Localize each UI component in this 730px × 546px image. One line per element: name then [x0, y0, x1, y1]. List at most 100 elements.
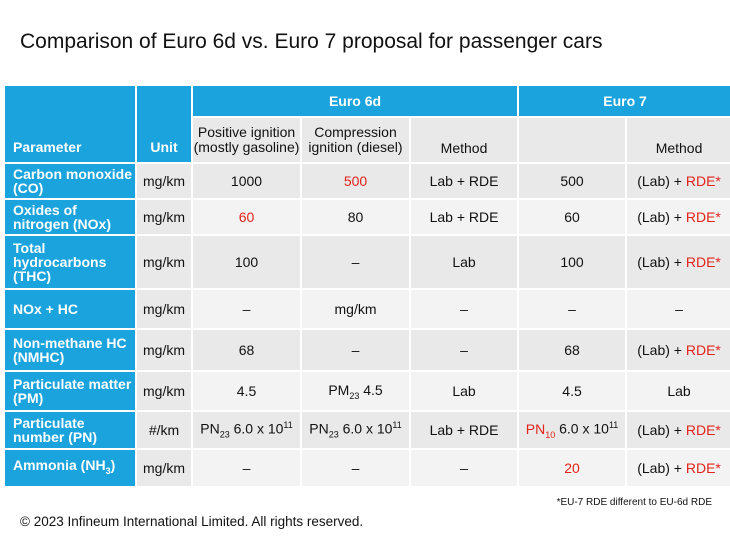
value-euro7: 4.5 — [519, 372, 626, 410]
unit-cell: mg/km — [137, 372, 191, 410]
table-row: Oxides of nitrogen (NOx) mg/km 60 80 Lab… — [5, 200, 730, 234]
ammonia-prefix: Ammonia (NH — [13, 457, 106, 474]
table-row: Ammonia (NH3) mg/km – – – 20 (Lab) + RDE… — [5, 450, 730, 486]
pm-prefix: PM — [328, 381, 350, 398]
pn-subscript: 10 — [545, 429, 556, 440]
param-nmhc: Non-methane HC (NMHC) — [5, 330, 135, 370]
param-co: Carbon monoxide (CO) — [5, 164, 135, 198]
method7-prefix: (Lab) + — [637, 209, 686, 225]
pm-value: 4.5 — [359, 381, 383, 398]
value-ci: PM23 4.5 — [302, 372, 409, 410]
param-pn: Particulate number (PN) — [5, 412, 135, 448]
subheader-positive-ignition: Positive ignition (mostly gasoline) — [193, 118, 300, 162]
header-euro6d: Euro 6d — [193, 86, 518, 116]
value-method7: Lab — [627, 372, 730, 410]
value-method6d: Lab — [411, 372, 518, 410]
method7-prefix: (Lab) + — [637, 254, 686, 270]
param-ammonia: Ammonia (NH3) — [5, 450, 135, 486]
value-ci: 500 — [302, 164, 409, 198]
table-row: Non-methane HC (NMHC) mg/km 68 – – 68 (L… — [5, 330, 730, 370]
pn-exponent: 11 — [392, 420, 402, 431]
value-pi: 68 — [193, 330, 300, 370]
method7-rde: RDE* — [685, 254, 721, 270]
table-row: Carbon monoxide (CO) mg/km 1000 500 Lab … — [5, 164, 730, 198]
pn-value: 6.0 x 10 — [338, 420, 393, 437]
unit-cell: mg/km — [137, 330, 191, 370]
value-method6d: – — [411, 290, 518, 328]
value-method6d: – — [411, 330, 518, 370]
value-method6d: Lab + RDE — [411, 412, 518, 448]
value-ci: 80 — [302, 200, 409, 234]
param-pm: Particulate matter (PM) — [5, 372, 135, 410]
value-pi: – — [193, 290, 300, 328]
param-nox-hc: NOx + HC — [5, 290, 135, 328]
footnote: *EU-7 RDE different to EU-6d RDE — [556, 497, 712, 508]
value-pi: 4.5 — [193, 372, 300, 410]
value-method6d: Lab + RDE — [411, 164, 518, 198]
method7-rde: RDE* — [685, 209, 721, 225]
value-method7: (Lab) + RDE* — [627, 412, 730, 448]
header-euro7: Euro 7 — [519, 86, 730, 116]
method7-rde: RDE* — [685, 173, 721, 189]
value-pi: 100 — [193, 236, 300, 288]
value-method6d: – — [411, 450, 518, 486]
method7-rde: RDE* — [685, 460, 721, 476]
value-euro7: 500 — [519, 164, 626, 198]
value-method7: (Lab) + RDE* — [627, 164, 730, 198]
value-method7: (Lab) + RDE* — [627, 236, 730, 288]
pn-prefix: PN10 — [525, 420, 556, 440]
method7-prefix: (Lab) + — [637, 460, 686, 476]
subheader-method-7: Method — [627, 118, 730, 162]
table-row: Particulate matter (PM) mg/km 4.5 PM23 4… — [5, 372, 730, 410]
method7-rde: RDE* — [685, 422, 721, 438]
unit-cell: mg/km — [137, 450, 191, 486]
value-pi: – — [193, 450, 300, 486]
value-ci: – — [302, 330, 409, 370]
pn-subscript: 23 — [328, 429, 339, 440]
value-method7: (Lab) + RDE* — [627, 200, 730, 234]
table-row: Total hydrocarbons (THC) mg/km 100 – Lab… — [5, 236, 730, 288]
pm-subscript: 23 — [349, 390, 360, 401]
table-row: NOx + HC mg/km – mg/km – – – — [5, 290, 730, 328]
value-ci: mg/km — [302, 290, 409, 328]
subheader-euro7-blank — [519, 118, 626, 162]
value-pi: 60 — [193, 200, 300, 234]
method7-prefix: (Lab) + — [637, 422, 686, 438]
method7-rde: RDE* — [685, 342, 721, 358]
value-ci: PN23 6.0 x 1011 — [302, 412, 409, 448]
param-thc: Total hydrocarbons (THC) — [5, 236, 135, 288]
comparison-table: Parameter Unit Euro 6d Euro 7 Positive i… — [3, 84, 730, 488]
method7-prefix: (Lab) + — [637, 342, 686, 358]
pn-subscript: 23 — [219, 429, 230, 440]
value-pi: 1000 — [193, 164, 300, 198]
value-euro7: PN10 6.0 x 1011 — [519, 412, 626, 448]
param-nox: Oxides of nitrogen (NOx) — [5, 200, 135, 234]
ammonia-suffix: ) — [110, 457, 116, 474]
value-euro7: 60 — [519, 200, 626, 234]
unit-cell: mg/km — [137, 164, 191, 198]
value-ci: – — [302, 450, 409, 486]
value-method7: – — [627, 290, 730, 328]
unit-cell: #/km — [137, 412, 191, 448]
subheader-method-6d: Method — [411, 118, 518, 162]
value-euro7: 100 — [519, 236, 626, 288]
pn-value: 6.0 x 10 — [229, 420, 284, 437]
unit-cell: mg/km — [137, 236, 191, 288]
unit-cell: mg/km — [137, 200, 191, 234]
pn-exponent: 11 — [608, 420, 619, 431]
pn-value: 6.0 x 10 — [555, 420, 609, 437]
value-method7: (Lab) + RDE* — [627, 330, 730, 370]
value-pi: PN23 6.0 x 1011 — [193, 412, 300, 448]
page-title: Comparison of Euro 6d vs. Euro 7 proposa… — [20, 30, 603, 53]
pn-exponent: 11 — [283, 420, 293, 431]
copyright: © 2023 Infineum International Limited. A… — [20, 514, 364, 529]
unit-cell: mg/km — [137, 290, 191, 328]
method7-prefix: (Lab) + — [637, 173, 686, 189]
value-method6d: Lab + RDE — [411, 200, 518, 234]
pn-prefix-text: PN — [525, 420, 546, 437]
value-method6d: Lab — [411, 236, 518, 288]
value-euro7: 68 — [519, 330, 626, 370]
table-row: Particulate number (PN) #/km PN23 6.0 x … — [5, 412, 730, 448]
header-parameter: Parameter — [5, 86, 135, 162]
value-method7: (Lab) + RDE* — [627, 450, 730, 486]
